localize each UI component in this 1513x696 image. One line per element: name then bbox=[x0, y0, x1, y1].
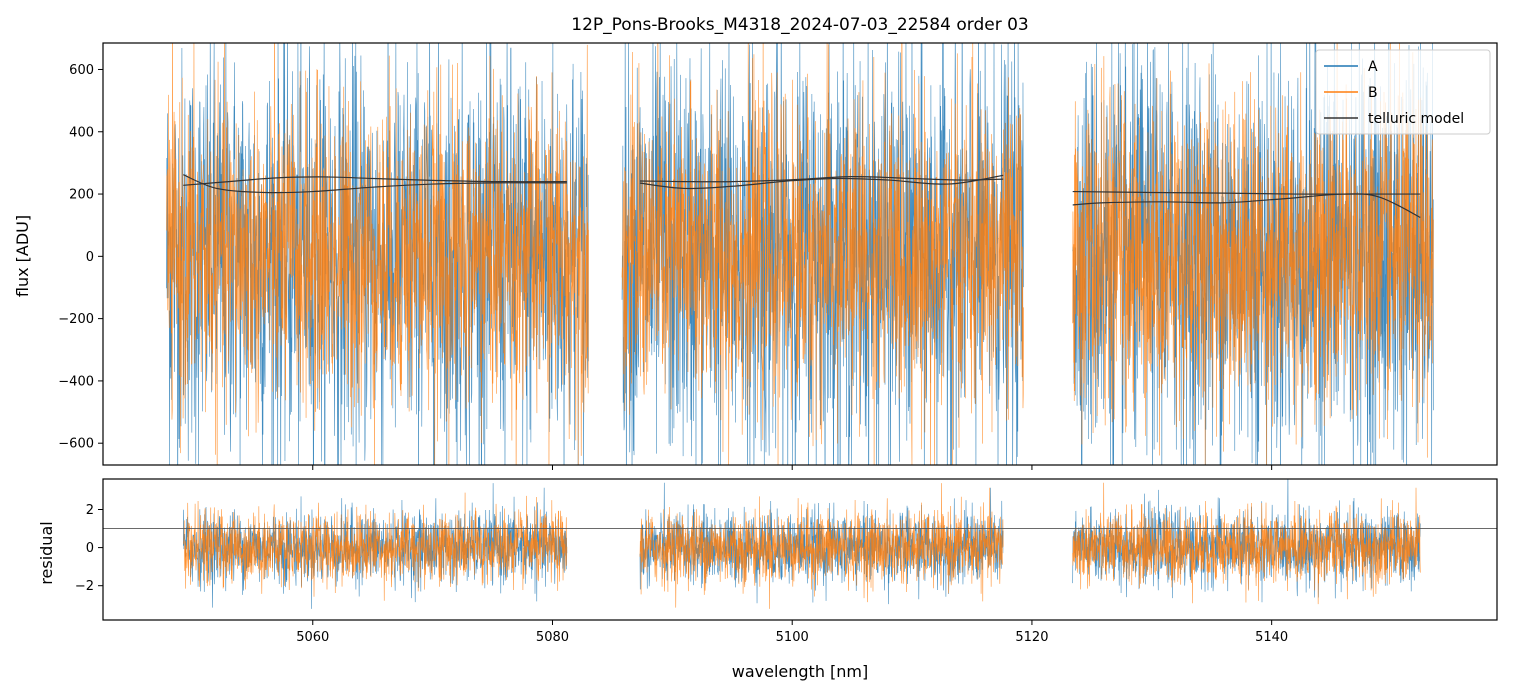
legend-label-b: B bbox=[1368, 85, 1378, 101]
residual-panel: −2 0 2 5060 5080 5100 5120 5140 residual wavel… bbox=[37, 478, 1498, 681]
spectrum-y-tick-label: 200 bbox=[69, 188, 94, 203]
residual-y-tick-label: 0 bbox=[86, 541, 94, 556]
legend-label-telluric: telluric model bbox=[1368, 111, 1464, 127]
residual-b-segment-second bbox=[639, 483, 1004, 609]
spectrum-y-tick-label: −200 bbox=[58, 312, 94, 327]
spectrum-panel: −600 −400 −200 0 200 400 600 flux [ADU] A B te… bbox=[13, 42, 1498, 470]
spectrum-plot-area bbox=[166, 43, 1434, 465]
spectrum-y-tick-label: −600 bbox=[58, 437, 94, 452]
x-tick-label: 5140 bbox=[1255, 630, 1288, 645]
spectrum-y-tick-label: 600 bbox=[69, 63, 94, 78]
series-b-segment-second bbox=[621, 43, 1024, 465]
telluric-model-curve-3 bbox=[639, 176, 1004, 183]
residual-b-segment-first bbox=[183, 492, 568, 601]
residual-b-segment-third bbox=[1072, 482, 1421, 605]
residual-axes-frame bbox=[102, 478, 1498, 621]
residual-y-tick-label: 2 bbox=[86, 503, 94, 518]
residual-x-ticks: 5060 5080 5100 5120 5140 bbox=[296, 620, 1288, 645]
residual-y-tick-label: −2 bbox=[75, 579, 94, 594]
series-b-segment-third bbox=[1072, 43, 1434, 465]
legend-label-a: A bbox=[1368, 59, 1378, 75]
x-tick-label: 5120 bbox=[1015, 630, 1048, 645]
spectrum-y-ticks: −600 −400 −200 0 200 400 600 bbox=[58, 63, 103, 452]
chart-title: 12P_Pons-Brooks_M4318_2024-07-03_22584 o… bbox=[571, 15, 1028, 35]
x-tick-label: 5060 bbox=[296, 630, 329, 645]
spectrum-y-tick-label: 400 bbox=[69, 125, 94, 140]
legend: A B telluric model bbox=[1315, 49, 1491, 135]
residual-y-axis-label: residual bbox=[37, 521, 56, 584]
x-axis-label: wavelength [nm] bbox=[732, 662, 869, 681]
telluric-model-curve-6 bbox=[1072, 193, 1421, 218]
spectrum-x-ticks bbox=[312, 465, 1273, 470]
spectrum-y-tick-label: −400 bbox=[58, 374, 94, 389]
x-tick-label: 5100 bbox=[776, 630, 809, 645]
residual-plot-area bbox=[103, 479, 1497, 609]
telluric-model-curve-2 bbox=[183, 174, 567, 194]
spectrum-y-tick-label: 0 bbox=[86, 250, 94, 265]
spectrum-y-axis-label: flux [ADU] bbox=[13, 215, 32, 297]
series-b-segment-first bbox=[166, 43, 589, 465]
spectrum-axes-frame bbox=[102, 42, 1498, 466]
residual-y-ticks: −2 0 2 bbox=[75, 503, 103, 594]
telluric-model-curve-4 bbox=[639, 174, 1004, 190]
x-tick-label: 5080 bbox=[536, 630, 569, 645]
telluric-model-curve-1 bbox=[183, 176, 567, 186]
legend-box bbox=[1315, 49, 1491, 135]
